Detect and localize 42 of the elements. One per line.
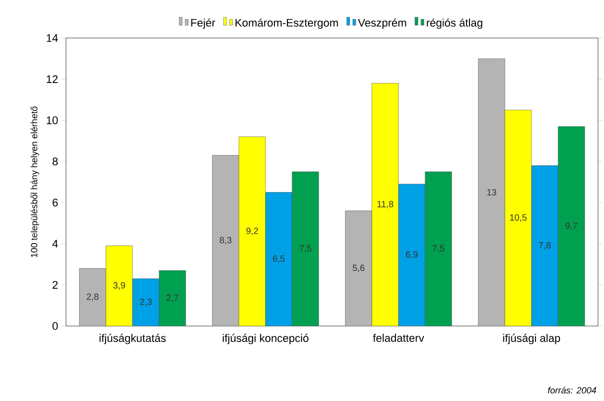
bar	[212, 155, 240, 326]
bar	[132, 278, 160, 326]
data-label: 7,5	[300, 245, 312, 253]
data-label: 3,9	[113, 282, 126, 290]
bar	[531, 165, 558, 326]
data-label: 13	[487, 189, 496, 196]
y-tick-label: 8	[52, 158, 58, 166]
data-label: 9,2	[246, 228, 258, 236]
data-label: 6,5	[273, 255, 285, 263]
legend-label: Fejér	[191, 18, 216, 29]
bar	[265, 192, 292, 326]
legend-label: Komárom-Esztergom	[236, 18, 338, 29]
bar	[79, 268, 106, 326]
x-tick-label: ifjúsági koncepció	[222, 334, 308, 344]
data-label: 2,8	[86, 293, 98, 301]
data-label: 7,5	[432, 245, 444, 253]
y-tick-label: 12	[46, 75, 58, 83]
legend-label: régiós átlag	[426, 18, 482, 29]
data-label: 9,7	[566, 222, 578, 230]
y-axis-title: 100 településből hány helyen elérhető	[30, 106, 40, 258]
data-label: 11,8	[377, 200, 394, 208]
data-label: 2,7	[166, 294, 178, 302]
data-label: 7,8	[539, 242, 551, 250]
x-tick-label: ifjúságkutatás	[100, 334, 166, 344]
bar	[478, 58, 506, 326]
x-tick-label: feladatterv	[372, 334, 424, 342]
bar	[345, 210, 372, 326]
text: forrás: 2004	[548, 386, 596, 394]
y-tick-label: 0	[52, 322, 58, 330]
data-label: 8,3	[220, 236, 232, 244]
y-tick-label: 14	[46, 34, 58, 42]
y-tick-label: 2	[52, 281, 58, 289]
y-tick-label: 10	[46, 116, 58, 124]
y-tick-label: 4	[52, 240, 58, 248]
x-tick-label: ifjúsági alap	[503, 334, 560, 344]
legend-label: Veszprém	[358, 18, 406, 29]
data-label: 5,6	[352, 264, 364, 272]
bar	[398, 184, 426, 326]
y-tick-label: 6	[52, 198, 58, 206]
data-label: 2,3	[140, 298, 152, 306]
data-label: 6,9	[406, 251, 418, 259]
data-label: 10,5	[510, 214, 527, 222]
